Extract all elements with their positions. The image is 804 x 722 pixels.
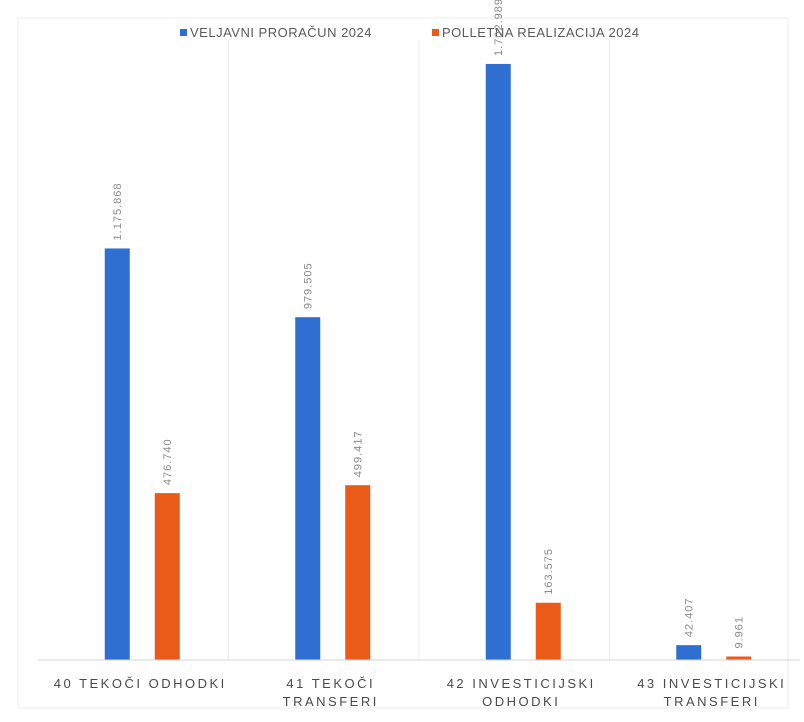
bar — [104, 248, 130, 660]
legend-label: VELJAVNI PRORAČUN 2024 — [190, 25, 372, 40]
data-label: 499.417 — [353, 430, 365, 477]
x-axis-tick-labels: 40 TEKOČI ODHODKI 41 TEKOČI TRANSFERI 42 IN… — [54, 676, 786, 709]
data-label: 1.702.989 — [493, 0, 505, 56]
bar — [345, 485, 371, 660]
legend-swatch — [432, 29, 439, 36]
legend: VELJAVNI PRORAČUN 2024 POLLETNA REALIZACI… — [180, 25, 639, 40]
bar — [485, 63, 511, 660]
data-label: 42.407 — [684, 598, 696, 638]
x-tick-label: 40 TEKOČI ODHODKI — [54, 676, 227, 691]
legend-label: POLLETNA REALIZACIJA 2024 — [442, 25, 639, 40]
bar — [676, 645, 702, 660]
x-tick-label: ODHODKI — [482, 694, 560, 709]
x-tick-label: 41 TEKOČI — [286, 676, 375, 691]
x-tick-label: TRANSFERI — [664, 694, 760, 709]
category-gridlines — [228, 40, 610, 660]
data-label: 9.961 — [734, 616, 746, 649]
bar — [726, 656, 752, 660]
bars — [104, 63, 752, 660]
bar — [535, 602, 561, 660]
bar — [295, 317, 321, 660]
legend-swatch — [180, 29, 187, 36]
data-label: 979.505 — [303, 262, 315, 309]
x-tick-label: TRANSFERI — [283, 694, 379, 709]
x-tick-label: 43 INVESTICIJSKI — [637, 676, 786, 691]
data-label: 163.575 — [543, 548, 555, 595]
data-label: 1.175.868 — [112, 183, 124, 241]
bar — [154, 493, 180, 660]
data-labels: 1.175.868 979.505 1.702.989 42.407 476.740 49… — [112, 0, 746, 649]
plot-frame — [17, 17, 789, 709]
x-tick-label: 42 INVESTICIJSKI — [447, 676, 596, 691]
data-label: 476.740 — [162, 438, 174, 485]
